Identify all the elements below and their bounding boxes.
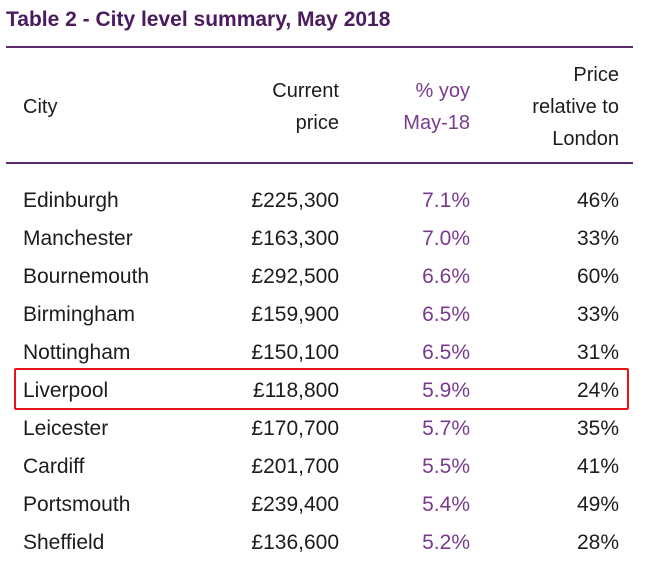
cell-city: Bournemouth (23, 265, 150, 288)
cell-price: £163,300 (251, 227, 339, 250)
cell-relative: 46% (576, 189, 619, 212)
table-row-highlighted: Liverpool £118,800 5.9% 24% (0, 372, 649, 410)
cell-yoy: 6.5% (422, 303, 470, 326)
header-yoy-line1: % yoy (415, 80, 470, 102)
cell-relative: 33% (576, 303, 619, 326)
header-current-price-line2: price (295, 112, 339, 134)
liverpool-highlight-box (14, 368, 629, 410)
table-row: Portsmouth £239,400 5.4% 49% (0, 486, 649, 524)
table-row: Manchester £163,300 7.0% 33% (0, 220, 649, 258)
cell-city: Manchester (23, 227, 133, 250)
cell-relative: 41% (576, 455, 619, 478)
cell-yoy: 5.7% (422, 417, 470, 440)
cell-price: £150,100 (251, 341, 339, 364)
header-current-price: Current price (272, 75, 339, 139)
cell-city: Sheffield (23, 531, 105, 554)
cell-city: Edinburgh (23, 189, 119, 212)
table-title: Table 2 - City level summary, May 2018 (6, 8, 391, 31)
cell-relative: 31% (576, 341, 619, 364)
cell-price: £118,800 (252, 379, 339, 402)
header-price-relative-line1: Price (573, 64, 619, 86)
cell-price: £136,600 (251, 531, 339, 554)
header-yoy-line2: May-18 (403, 112, 470, 134)
header-yoy: % yoy May-18 (403, 75, 470, 139)
table-row: Birmingham £159,900 6.5% 33% (0, 296, 649, 334)
table-row: Leicester £170,700 5.7% 35% (0, 410, 649, 448)
cell-price: £170,700 (251, 417, 339, 440)
header-price-relative-line2: relative to (532, 96, 619, 118)
cell-yoy: 5.5% (422, 455, 470, 478)
cell-relative: 60% (576, 265, 619, 288)
header-current-price-line1: Current (272, 80, 339, 102)
cell-yoy: 6.6% (422, 265, 470, 288)
cell-city: Portsmouth (23, 493, 131, 516)
table-row: Nottingham £150,100 6.5% 31% (0, 334, 649, 372)
cell-price: £239,400 (251, 493, 339, 516)
table-body: Edinburgh £225,300 7.1% 46% Manchester £… (0, 182, 649, 562)
cell-relative: 28% (576, 531, 619, 554)
cell-relative: 24% (576, 379, 619, 402)
header-rule (6, 162, 633, 164)
cell-relative: 35% (576, 417, 619, 440)
cell-yoy: 5.2% (422, 531, 470, 554)
table-row: Edinburgh £225,300 7.1% 46% (0, 182, 649, 220)
cell-yoy: 7.1% (422, 189, 470, 212)
header-price-relative: Price relative to London (532, 59, 619, 155)
cell-price: £225,300 (251, 189, 339, 212)
header-city: City (23, 96, 58, 118)
cell-price: £159,900 (251, 303, 339, 326)
cell-price: £201,700 (251, 455, 339, 478)
cell-city: Leicester (23, 417, 109, 440)
cell-city: Cardiff (23, 455, 85, 478)
cell-city: Liverpool (23, 379, 109, 402)
cell-yoy: 6.5% (422, 341, 470, 364)
cell-city: Nottingham (23, 341, 131, 364)
table-row: Bournemouth £292,500 6.6% 60% (0, 258, 649, 296)
top-rule (6, 46, 633, 48)
header-price-relative-line3: London (552, 128, 619, 150)
table-row: Sheffield £136,600 5.2% 28% (0, 524, 649, 562)
cell-yoy: 7.0% (422, 227, 470, 250)
table-row: Cardiff £201,700 5.5% 41% (0, 448, 649, 486)
cell-yoy: 5.4% (422, 493, 470, 516)
cell-yoy: 5.9% (422, 379, 470, 402)
cell-relative: 49% (576, 493, 619, 516)
cell-city: Birmingham (23, 303, 136, 326)
cell-relative: 33% (576, 227, 619, 250)
cell-price: £292,500 (251, 265, 339, 288)
